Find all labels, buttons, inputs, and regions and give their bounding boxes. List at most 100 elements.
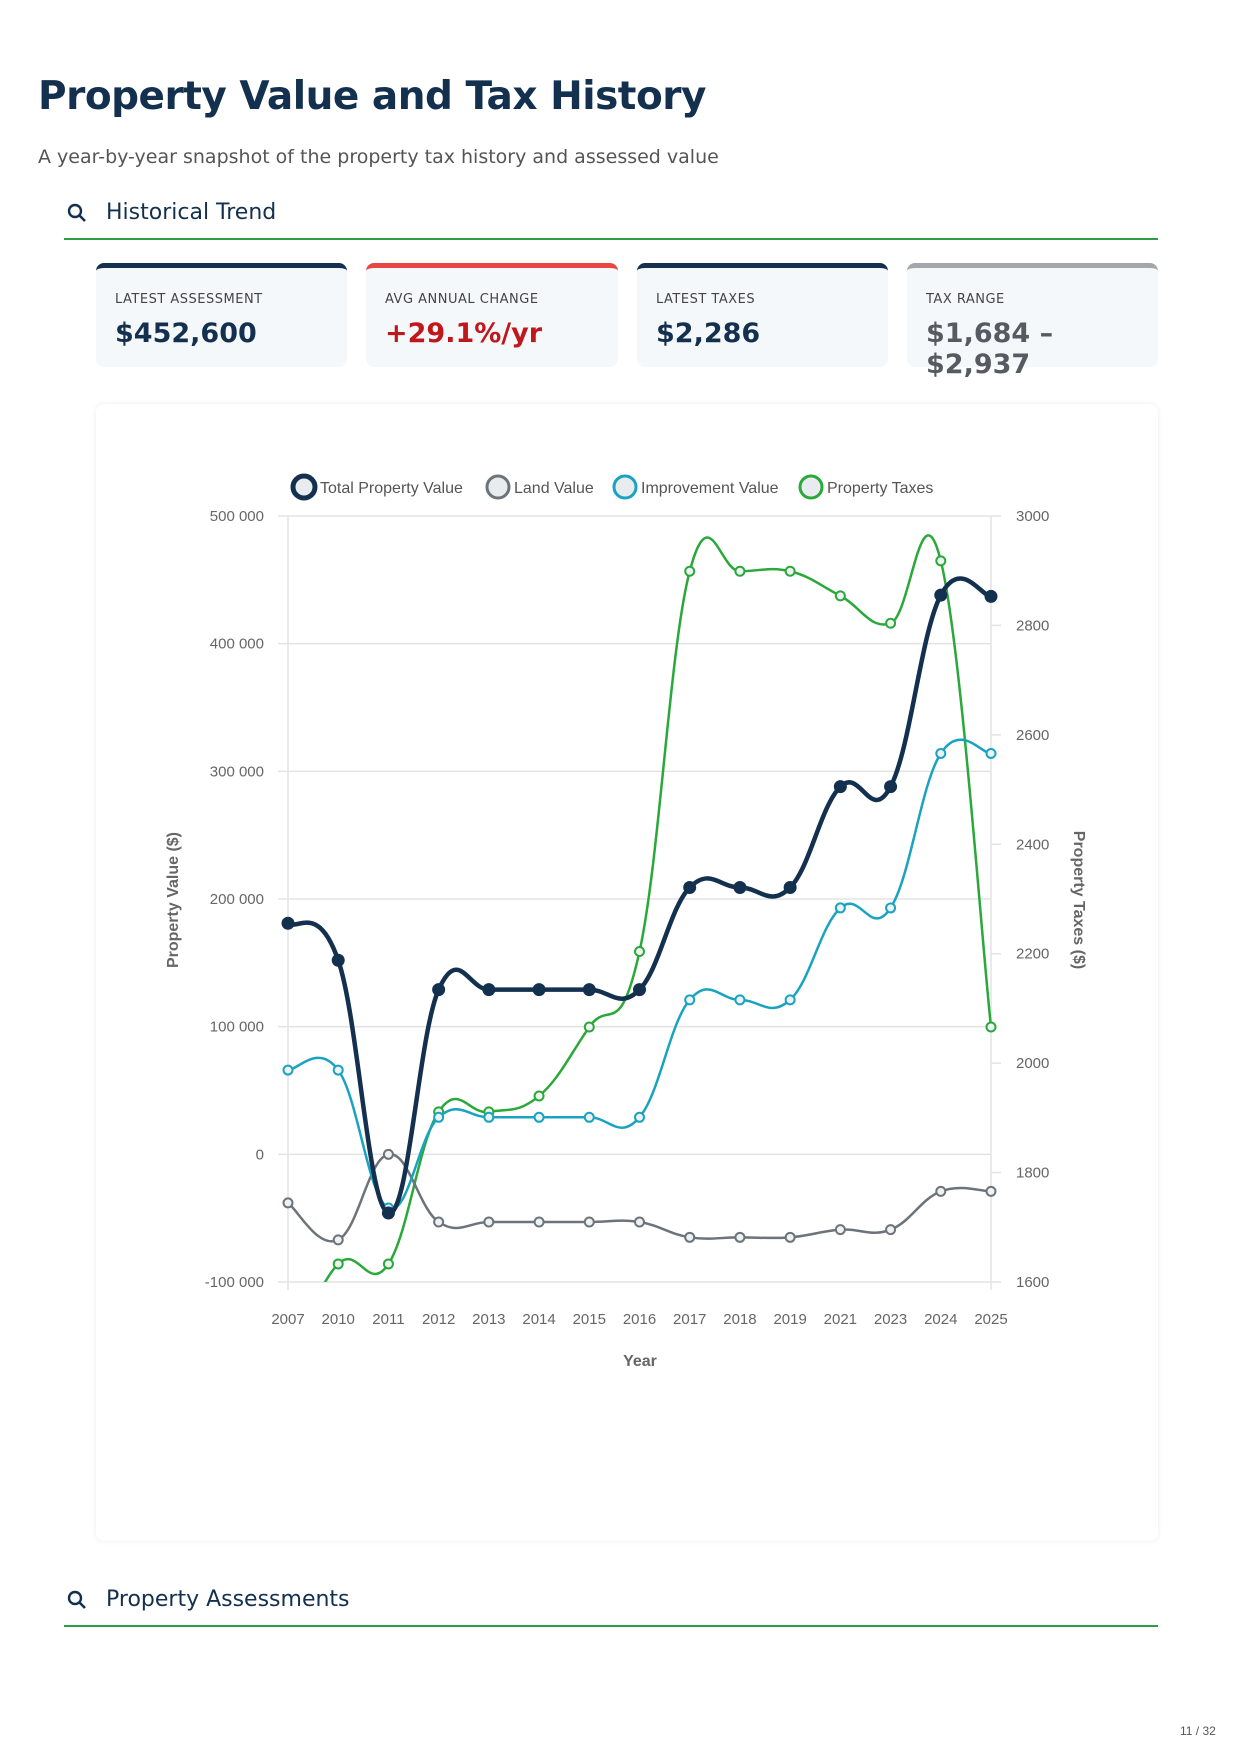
data-point bbox=[331, 953, 345, 967]
metric-card: AVG ANNUAL CHANGE +29.1%/yr bbox=[366, 263, 618, 367]
data-point bbox=[834, 1224, 846, 1236]
series-improvement-value bbox=[282, 738, 997, 1214]
metric-card: LATEST ASSESSMENT $452,600 bbox=[96, 263, 347, 367]
y-tick-label: 500 000 bbox=[210, 508, 264, 525]
x-tick-label: 2014 bbox=[522, 1311, 555, 1328]
x-tick-label: 2012 bbox=[422, 1311, 455, 1328]
y2-tick-label: 2200 bbox=[1016, 946, 1049, 963]
page-subtitle: A year-by-year snapshot of the property … bbox=[38, 146, 719, 168]
page-title: Property Value and Tax History bbox=[38, 74, 706, 119]
data-point bbox=[533, 1090, 545, 1102]
data-point bbox=[935, 1185, 947, 1197]
data-point bbox=[985, 1185, 997, 1197]
x-tick-label: 2018 bbox=[723, 1311, 756, 1328]
section-header-historical-trend: Historical Trend bbox=[64, 194, 1158, 240]
legend-label: Property Taxes bbox=[827, 480, 933, 497]
legend-item: Improvement Value bbox=[612, 474, 779, 500]
x-tick-label: 2013 bbox=[472, 1311, 505, 1328]
data-point bbox=[583, 1216, 595, 1228]
x-tick-label: 2023 bbox=[874, 1311, 907, 1328]
metric-label: AVG ANNUAL CHANGE bbox=[385, 292, 539, 307]
section-header-property-assessments: Property Assessments bbox=[64, 1581, 1158, 1627]
data-point bbox=[382, 1258, 394, 1270]
data-point bbox=[281, 916, 295, 930]
metric-label: TAX RANGE bbox=[926, 292, 1005, 307]
x-tick-label: 2007 bbox=[271, 1311, 304, 1328]
data-point bbox=[684, 565, 696, 577]
data-point bbox=[985, 747, 997, 759]
data-point bbox=[783, 881, 797, 895]
series-total-property-value bbox=[281, 576, 998, 1220]
search-icon bbox=[67, 203, 86, 222]
metric-value: +29.1%/yr bbox=[385, 318, 543, 349]
data-point bbox=[885, 1224, 897, 1236]
metric-label: LATEST ASSESSMENT bbox=[115, 292, 263, 307]
section-title: Property Assessments bbox=[106, 1587, 350, 1612]
data-point bbox=[634, 1216, 645, 1228]
x-tick-label: 2025 bbox=[974, 1311, 1007, 1328]
data-point bbox=[634, 946, 645, 958]
data-point bbox=[734, 994, 746, 1006]
x-tick-label: 2021 bbox=[824, 1311, 857, 1328]
data-point bbox=[684, 994, 696, 1006]
data-point bbox=[934, 588, 948, 602]
data-point bbox=[633, 983, 646, 997]
x-tick-label: 2010 bbox=[322, 1311, 355, 1328]
data-point bbox=[533, 1216, 545, 1228]
y-tick-label: 0 bbox=[256, 1146, 264, 1163]
legend-swatch-icon bbox=[290, 473, 318, 501]
data-point bbox=[734, 1231, 746, 1243]
page-number: 11 / 32 bbox=[1180, 1724, 1216, 1738]
data-point bbox=[984, 589, 998, 603]
x-tick-label: 2016 bbox=[623, 1311, 656, 1328]
data-point bbox=[332, 1234, 344, 1246]
x-axis-title: Year bbox=[623, 1353, 657, 1370]
data-point bbox=[483, 1216, 495, 1228]
data-point bbox=[885, 617, 897, 629]
data-point bbox=[834, 590, 846, 602]
data-point bbox=[282, 1197, 294, 1209]
metric-value: $2,286 bbox=[656, 318, 761, 349]
legend-label: Improvement Value bbox=[641, 480, 779, 497]
legend-swatch-icon bbox=[798, 474, 824, 500]
data-point bbox=[683, 881, 697, 895]
x-tick-label: 2019 bbox=[773, 1311, 806, 1328]
data-point bbox=[583, 1021, 595, 1033]
data-point bbox=[935, 555, 947, 567]
data-point bbox=[532, 983, 546, 997]
data-point bbox=[381, 1206, 395, 1220]
y2-tick-label: 2800 bbox=[1016, 617, 1049, 634]
data-point bbox=[582, 983, 596, 997]
data-point bbox=[985, 1021, 997, 1033]
data-point bbox=[834, 902, 846, 914]
x-tick-label: 2015 bbox=[573, 1311, 606, 1328]
y2-tick-label: 2600 bbox=[1016, 727, 1049, 744]
data-point bbox=[332, 1064, 344, 1076]
data-point bbox=[533, 1111, 545, 1123]
data-point bbox=[833, 780, 847, 794]
data-point bbox=[483, 1111, 495, 1123]
data-point bbox=[482, 983, 496, 997]
data-point bbox=[382, 1148, 394, 1160]
x-tick-label: 2024 bbox=[924, 1311, 957, 1328]
data-point bbox=[733, 881, 747, 895]
y2-tick-label: 1800 bbox=[1016, 1165, 1049, 1182]
y-tick-label: -100 000 bbox=[205, 1274, 264, 1291]
x-tick-label: 2011 bbox=[372, 1311, 404, 1328]
metric-value: $1,684 – $2,937 bbox=[926, 318, 1054, 380]
y2-tick-label: 3000 bbox=[1016, 508, 1049, 525]
metric-label: LATEST TAXES bbox=[656, 292, 756, 307]
y2-tick-label: 2400 bbox=[1016, 836, 1049, 853]
y2-tick-label: 1600 bbox=[1016, 1274, 1049, 1291]
legend-label: Total Property Value bbox=[320, 480, 463, 497]
metric-card: TAX RANGE $1,684 – $2,937 bbox=[907, 263, 1158, 380]
data-point bbox=[784, 994, 796, 1006]
chart-card bbox=[96, 404, 1158, 1541]
metric-value: $452,600 bbox=[115, 318, 257, 349]
data-point bbox=[684, 1231, 696, 1243]
data-point bbox=[634, 1111, 645, 1123]
legend-item: Property Taxes bbox=[798, 474, 933, 500]
legend-item: Land Value bbox=[485, 474, 594, 500]
y2-axis-title: Property Taxes ($) bbox=[1070, 831, 1087, 969]
